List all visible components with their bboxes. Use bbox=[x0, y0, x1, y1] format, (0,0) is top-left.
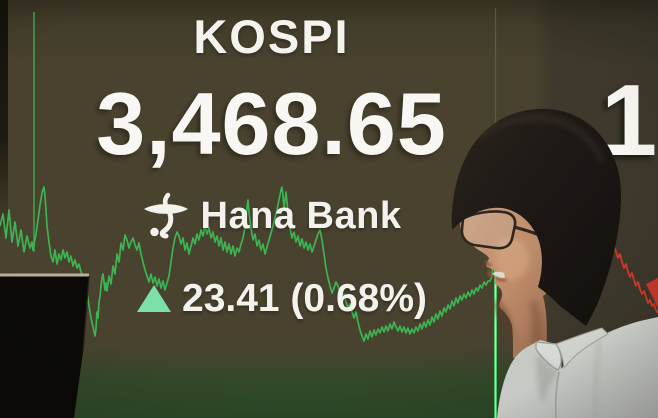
collar-shadow bbox=[536, 352, 559, 405]
kospi-sparkline bbox=[0, 186, 495, 342]
person-hair bbox=[451, 108, 621, 326]
bank-logo-row: Hana Bank bbox=[0, 191, 543, 241]
red-down-triangle-partial bbox=[646, 278, 658, 308]
hana-bank-logo-icon bbox=[143, 192, 188, 239]
index-title: KOSPI bbox=[193, 10, 350, 63]
collar-back-band bbox=[555, 327, 609, 370]
up-triangle-icon bbox=[137, 284, 171, 312]
laptop-body bbox=[0, 276, 89, 418]
shirt-placket-line bbox=[554, 371, 560, 418]
teeth bbox=[492, 271, 505, 279]
hair-sheen bbox=[475, 114, 605, 164]
collar-left-flap bbox=[535, 341, 562, 371]
smile-crease bbox=[485, 259, 491, 278]
neck-shadow bbox=[530, 300, 544, 352]
red-sparkline bbox=[607, 242, 658, 314]
bank-name: Hana Bank bbox=[200, 194, 402, 237]
shirt-fold bbox=[592, 339, 603, 418]
index-change-row: 23.41 (0.68%) bbox=[137, 276, 427, 320]
smile-mouth bbox=[487, 271, 507, 282]
laptop-side-edge bbox=[82, 275, 90, 353]
index-value: 3,468.65 bbox=[96, 74, 447, 173]
left-edge-pillar bbox=[0, 0, 8, 300]
chin-shadow bbox=[493, 298, 513, 344]
index-change-text: 23.41 (0.68%) bbox=[182, 276, 427, 320]
